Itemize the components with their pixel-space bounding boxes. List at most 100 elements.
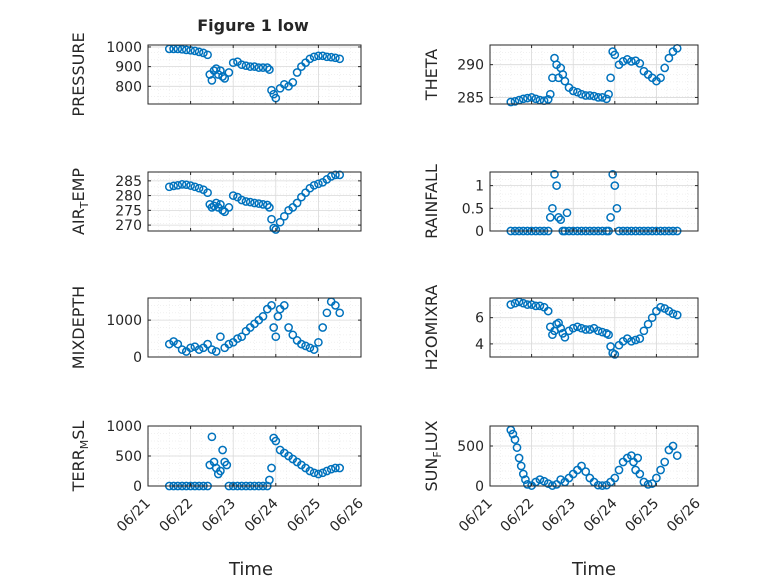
data-point bbox=[177, 180, 187, 189]
y-tick-label: 900 bbox=[115, 60, 142, 76]
data-point bbox=[233, 334, 242, 343]
axes-box bbox=[489, 425, 699, 487]
data-point bbox=[288, 78, 298, 87]
y-tick-label: 4 bbox=[475, 337, 484, 353]
data-point bbox=[506, 300, 516, 309]
data-point bbox=[552, 181, 561, 190]
y-tick-label: 1000 bbox=[106, 313, 142, 329]
data-point bbox=[326, 172, 336, 181]
axes-box bbox=[489, 171, 699, 232]
x-tick-label: 06/25 bbox=[622, 496, 662, 536]
y-axis-label-main: H2OMIXRA bbox=[422, 285, 441, 371]
data-point bbox=[554, 318, 563, 328]
y-axis-label: RAINFALL bbox=[422, 164, 441, 239]
y-tick-label: 800 bbox=[115, 79, 142, 95]
data-point bbox=[218, 72, 227, 81]
y-axis-label: H2OMIXRA bbox=[422, 285, 441, 371]
y-tick-label: 270 bbox=[115, 218, 142, 234]
axes-box bbox=[147, 297, 362, 358]
data-point bbox=[292, 68, 302, 77]
data-point bbox=[568, 323, 578, 333]
data-point bbox=[331, 53, 340, 63]
x-tick-label: 06/22 bbox=[498, 496, 538, 536]
data-point bbox=[643, 480, 653, 489]
data-point bbox=[203, 188, 212, 198]
data-point bbox=[267, 463, 276, 473]
data-point bbox=[610, 50, 620, 60]
axes-box bbox=[147, 44, 362, 105]
data-point bbox=[545, 89, 555, 99]
subplot-5: 0 1000 MIXDEPTH bbox=[69, 286, 362, 369]
y-tick-label: 275 bbox=[115, 203, 142, 219]
data-point bbox=[216, 332, 225, 342]
data-point bbox=[523, 93, 532, 103]
data-point bbox=[660, 63, 670, 73]
y-tick-label: 0 bbox=[133, 479, 142, 495]
data-point bbox=[318, 468, 328, 478]
data-point bbox=[593, 326, 603, 336]
data-point bbox=[556, 215, 566, 225]
data-point bbox=[610, 473, 620, 483]
data-point bbox=[335, 54, 345, 64]
data-point bbox=[510, 298, 520, 308]
y-axis-label-main: RAINFALL bbox=[422, 164, 441, 239]
y-axis-label-main: TERR bbox=[69, 449, 88, 492]
data-point bbox=[622, 55, 632, 64]
figure-title: Figure 1 low bbox=[197, 16, 309, 35]
y-tick-label: 285 bbox=[115, 174, 142, 190]
data-point bbox=[254, 63, 264, 72]
x-tick-label: 06/21 bbox=[456, 496, 496, 536]
data-point bbox=[186, 343, 195, 353]
x-tick-label: 06/21 bbox=[114, 496, 154, 536]
data-point bbox=[543, 95, 553, 104]
data-point bbox=[521, 475, 530, 484]
data-point bbox=[177, 44, 187, 54]
y-axis-label-rest: EMP bbox=[69, 168, 88, 202]
data-point bbox=[181, 45, 191, 55]
data-point bbox=[265, 65, 274, 74]
subplot-7: 0 500 1000 06/21 06/22 06/23 06/24 06/25 06/26 TE… bbox=[69, 419, 367, 535]
data-point bbox=[568, 86, 578, 96]
data-point bbox=[241, 61, 251, 71]
data-point bbox=[164, 182, 174, 192]
data-point bbox=[543, 306, 553, 316]
data-point bbox=[271, 225, 281, 234]
y-axis-label-main: SUN bbox=[422, 458, 441, 492]
data-point bbox=[514, 453, 524, 463]
data-point bbox=[262, 63, 272, 72]
data-point bbox=[288, 330, 298, 340]
data-point bbox=[190, 182, 200, 192]
x-axis-label-left: Time bbox=[228, 559, 273, 580]
data-point bbox=[211, 198, 221, 208]
x-tick-label: 06/25 bbox=[284, 496, 324, 536]
data-point bbox=[211, 347, 221, 356]
data-point bbox=[305, 466, 315, 476]
data-point bbox=[606, 73, 615, 83]
y-tick-label: 500 bbox=[457, 439, 484, 455]
y-axis-label: AIRTEMP bbox=[69, 168, 91, 235]
data-point bbox=[258, 312, 268, 321]
data-point bbox=[250, 62, 259, 71]
y-axis-label: THETA bbox=[422, 49, 441, 101]
data-point bbox=[643, 319, 653, 329]
data-point bbox=[573, 322, 582, 332]
data-point bbox=[635, 59, 645, 68]
y-axis-label: SUNFLUX bbox=[422, 420, 444, 491]
data-point bbox=[593, 93, 603, 102]
data-point bbox=[309, 468, 319, 478]
y-axis-label-main: PRESSURE bbox=[69, 32, 88, 116]
data-point bbox=[228, 58, 238, 68]
y-tick-label: 0 bbox=[133, 350, 142, 366]
data-point bbox=[593, 480, 603, 490]
y-axis-label-subscript: F bbox=[431, 451, 444, 457]
data-point bbox=[635, 469, 645, 479]
data-point bbox=[309, 180, 319, 190]
x-tick-label: 06/22 bbox=[157, 496, 197, 536]
data-point bbox=[245, 62, 255, 71]
data-point bbox=[322, 308, 332, 318]
data-point bbox=[297, 339, 306, 349]
data-point bbox=[556, 475, 566, 484]
subplot-6: 4 6 H2OMIXRA bbox=[422, 285, 699, 371]
data-point bbox=[181, 180, 191, 190]
